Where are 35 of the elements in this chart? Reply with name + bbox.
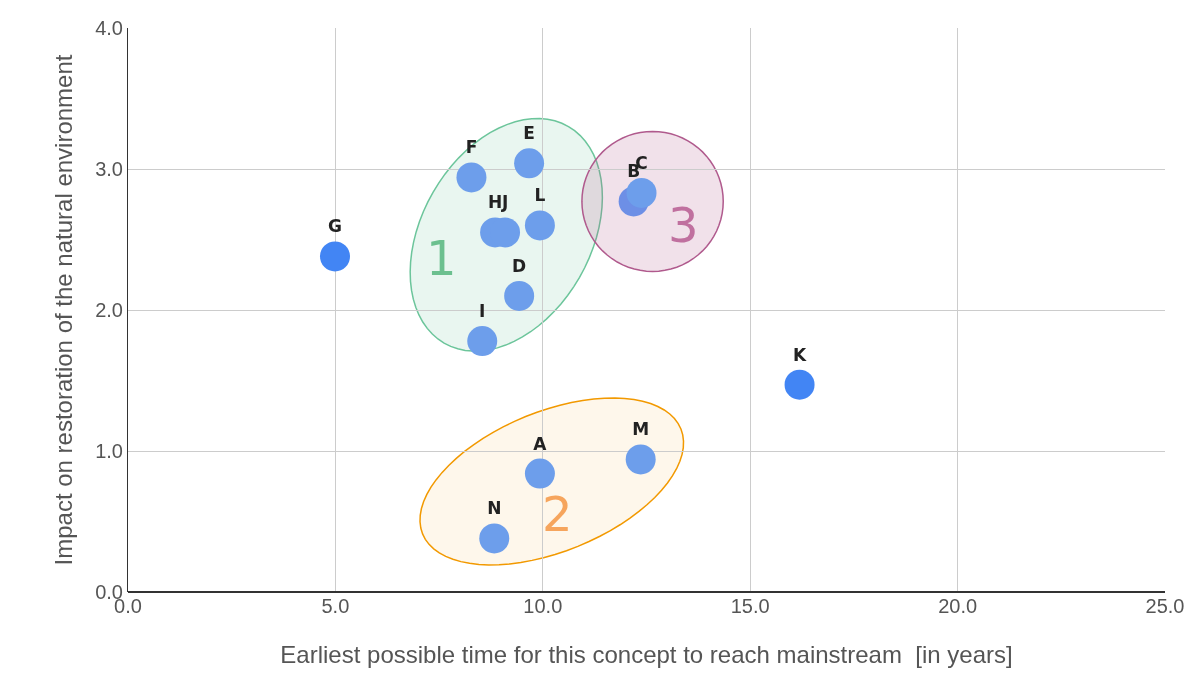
annotation: 3 xyxy=(668,197,699,253)
point xyxy=(479,523,510,554)
data-label: I xyxy=(479,301,486,322)
x-axis-title: Earliest possible time for this concept to reach mainstream [in years] xyxy=(280,641,1013,669)
point xyxy=(524,210,555,241)
point xyxy=(320,241,350,272)
x-tick-label: 25.0 xyxy=(1145,595,1185,617)
y-tick-label: 3.0 xyxy=(95,158,123,180)
data-label: G xyxy=(328,216,342,237)
point xyxy=(504,280,535,311)
point xyxy=(514,148,545,179)
y-tick-label: 2.0 xyxy=(95,299,123,321)
annotation: 1 xyxy=(426,230,457,286)
point xyxy=(467,326,498,357)
x-tick-label: 10.0 xyxy=(523,595,563,617)
point xyxy=(784,369,815,400)
y-tick-label: 4.0 xyxy=(95,17,123,39)
point xyxy=(626,177,657,208)
data-label: D xyxy=(512,255,527,276)
data-label: E xyxy=(523,123,535,144)
data-label: N xyxy=(487,498,502,519)
data-label: M xyxy=(632,419,650,440)
data-label: L xyxy=(534,185,546,206)
y-axis-title: Impact on restoration of the natural environment xyxy=(50,54,78,566)
annotation: 2 xyxy=(542,486,573,542)
x-tick-label: 15.0 xyxy=(730,595,770,617)
data-label: J xyxy=(500,192,509,213)
point xyxy=(625,444,656,475)
point xyxy=(524,458,555,489)
x-tick-label: 20.0 xyxy=(938,595,978,617)
data-label: A xyxy=(533,433,548,454)
point xyxy=(456,162,487,193)
y-tick-label: 1.0 xyxy=(95,440,123,462)
x-tick-label: 5.0 xyxy=(321,595,350,617)
data-label: K xyxy=(792,344,807,365)
